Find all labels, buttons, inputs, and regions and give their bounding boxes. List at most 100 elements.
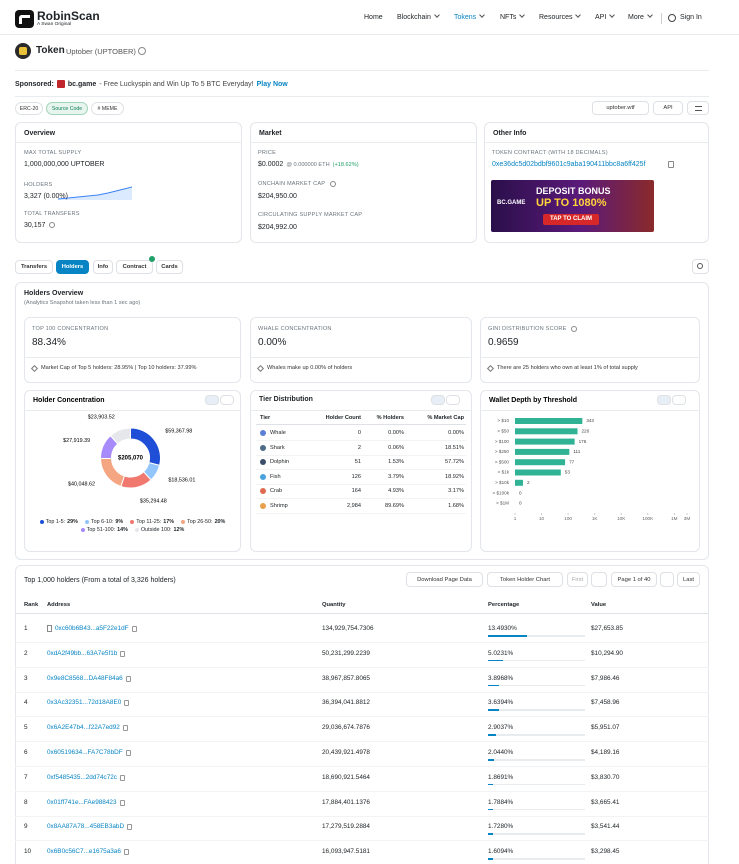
- chart-card-divider: [24, 410, 241, 411]
- nav-item[interactable]: Tokens: [454, 14, 484, 21]
- nav-item[interactable]: Resources: [539, 14, 580, 21]
- table-header: Tier: [260, 415, 271, 421]
- percentage-bar: [488, 808, 494, 811]
- prev-button[interactable]: [591, 572, 607, 587]
- more-button[interactable]: [687, 101, 709, 115]
- table-cell: 1.7884%: [488, 798, 514, 806]
- badge[interactable]: ERC-20: [15, 102, 43, 115]
- contract-address[interactable]: 0xe36dc5d02bdbf9601c9aba190411bbc8a6ff42…: [492, 161, 646, 168]
- table-cell[interactable]: 0x60519634...FA7C78bDF: [47, 749, 123, 756]
- table-cell[interactable]: 0x3Ac32351...72d18A8E0: [47, 699, 122, 707]
- view-toggle[interactable]: [220, 395, 234, 405]
- chart-card-divider: [480, 410, 700, 411]
- table-row-divider: [15, 642, 709, 643]
- legend-item: Top 1-5: 29%: [39, 519, 78, 525]
- table-cell: 10: [24, 848, 32, 856]
- pagination-button[interactable]: First: [567, 572, 588, 587]
- copy-icon: [668, 161, 674, 168]
- table-cell: $3,298.45: [591, 848, 620, 856]
- table-cell[interactable]: 0x8AA87A78...458EB3abD: [47, 823, 125, 831]
- sign-in[interactable]: Sign In: [680, 14, 702, 21]
- percentage-bar: [488, 684, 500, 687]
- table-cell: 57.72%: [445, 459, 464, 466]
- token-name: Uptober (UPTOBER): [66, 47, 136, 56]
- table-cell[interactable]: 0xdA2f49bb...63A7e5f1b: [47, 649, 118, 657]
- info-icon: [571, 326, 577, 332]
- nav-item[interactable]: More: [628, 14, 652, 21]
- table-cell: $10,294.90: [591, 649, 623, 657]
- table-cell: 89.69%: [385, 503, 404, 509]
- ad-banner[interactable]: BC.GAME DEPOSIT BONUS UP TO 1080% TAP TO CL…: [491, 180, 654, 232]
- token-title: Token: [36, 45, 65, 56]
- table-row-divider: [256, 454, 466, 456]
- percentage-bar: [488, 734, 497, 736]
- toolbar-button[interactable]: Token Holder Chart: [487, 572, 563, 587]
- copy-icon: [120, 774, 126, 781]
- tab[interactable]: Info: [93, 260, 113, 274]
- table-row-divider: [15, 790, 709, 792]
- sparkline-line: [58, 186, 132, 200]
- table-cell: 164: [351, 488, 361, 495]
- view-toggle[interactable]: [657, 395, 671, 405]
- legend-item: Top 26-50: 20%: [181, 519, 225, 525]
- table-header: % Market Cap: [427, 415, 464, 421]
- tab[interactable]: Holders: [56, 260, 89, 274]
- view-toggle[interactable]: [205, 395, 219, 405]
- pagination-button[interactable]: Page 1 of 40: [611, 572, 657, 587]
- table-cell: $7,458.96: [591, 699, 620, 707]
- table-cell[interactable]: 0x9e8C8568...DA48F84a6: [47, 674, 123, 682]
- percentage-bar: [488, 833, 494, 835]
- sponsor-cta[interactable]: Play Now: [256, 80, 288, 88]
- price: $0.0002: [258, 161, 284, 168]
- percentage-bar: [488, 659, 503, 662]
- nav-item[interactable]: NFTs: [500, 14, 524, 21]
- view-toggle[interactable]: [431, 395, 445, 405]
- copy-icon: [124, 700, 130, 707]
- view-toggle[interactable]: [446, 395, 460, 405]
- table-cell[interactable]: 0xc60b6B43...a5F22e1dF: [55, 625, 129, 632]
- table-cell[interactable]: 0x6B0c56C7...e1675a3a6: [47, 848, 121, 856]
- table-cell[interactable]: 0x6A2E47b4...f22A7ed92: [47, 724, 120, 732]
- percentage-bar: [488, 759, 494, 761]
- nav-item[interactable]: Blockchain: [397, 14, 439, 21]
- chart-card: [24, 390, 241, 552]
- legend-swatch: [84, 520, 89, 524]
- copy-icon: [131, 626, 137, 632]
- table-cell: $3,830.70: [591, 773, 620, 781]
- table-cell: 3: [24, 674, 28, 682]
- percentage-track: [488, 808, 585, 811]
- table-cell[interactable]: 0x01ff741e...FAe988423: [47, 798, 117, 806]
- brand-name[interactable]: RobinScan: [37, 9, 100, 23]
- legend-share: 14%: [117, 527, 128, 533]
- table-row-divider: [15, 716, 709, 718]
- tab[interactable]: Cards: [156, 260, 183, 274]
- field-value: $204,992.00: [258, 224, 297, 231]
- table-cell: 0.06%: [388, 444, 404, 451]
- table-cell: 2,984: [347, 503, 361, 509]
- section-subtitle: (Analytics Snapshot taken less than 1 se…: [24, 300, 141, 306]
- badge[interactable]: Source Code: [46, 102, 88, 115]
- next-button[interactable]: [660, 572, 674, 587]
- tab[interactable]: Transfers: [15, 260, 53, 274]
- card-divider: [484, 142, 709, 143]
- sponsor-brand[interactable]: bc.game: [67, 80, 97, 88]
- table-divider: [15, 613, 709, 614]
- website-button[interactable]: uptober.wtf: [592, 101, 649, 115]
- table-cell: 18.51%: [445, 444, 464, 451]
- price-change: (+18.62%): [332, 162, 359, 168]
- overview-card: [15, 122, 242, 243]
- pagination-button[interactable]: Last: [677, 572, 700, 587]
- field-label: TOP 100 CONCENTRATION: [32, 326, 109, 332]
- nav-item[interactable]: Home: [364, 14, 383, 21]
- view-toggle[interactable]: [672, 395, 686, 405]
- table-row-divider: [256, 498, 466, 500]
- api-button[interactable]: API: [653, 101, 683, 115]
- tab[interactable]: Contract: [116, 260, 153, 274]
- table-cell[interactable]: 0xf5485435...2dd74c72c: [47, 773, 118, 781]
- toolbar-button[interactable]: Download Page Data: [406, 572, 483, 587]
- copy-icon: [127, 824, 133, 831]
- badge[interactable]: # MEME: [91, 102, 124, 115]
- section-title: Holders Overview: [24, 290, 84, 297]
- nav-item[interactable]: API: [595, 14, 614, 21]
- sponsor-text: - Free Luckyspin and Win Up To 5 BTC Eve…: [99, 80, 254, 88]
